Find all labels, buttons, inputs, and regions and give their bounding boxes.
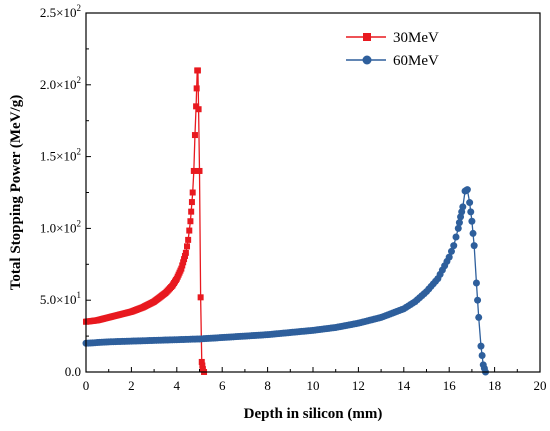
legend: 30MeV 60MeV bbox=[346, 30, 439, 69]
x-axis: 0 2 4 6 8 10 12 14 16 18 20 bbox=[83, 367, 547, 393]
data-point bbox=[182, 249, 189, 256]
x-tick-label: 16 bbox=[443, 378, 457, 393]
data-point bbox=[195, 106, 202, 113]
data-point bbox=[188, 199, 195, 206]
data-point bbox=[187, 218, 194, 225]
data-point bbox=[199, 362, 206, 369]
data-point bbox=[450, 242, 458, 250]
series-60MeV bbox=[82, 186, 490, 376]
data-point bbox=[178, 265, 185, 272]
data-point bbox=[196, 167, 203, 174]
x-tick-label: 4 bbox=[174, 378, 181, 393]
y-tick-label: 1.5×102 bbox=[40, 147, 81, 164]
data-point bbox=[455, 219, 463, 227]
x-tick-label: 6 bbox=[219, 378, 226, 393]
y-tick-label: 2.0×102 bbox=[40, 75, 81, 92]
y-tick-label: 5.0×101 bbox=[40, 290, 81, 307]
data-point bbox=[474, 296, 482, 304]
data-point bbox=[190, 167, 197, 174]
series-30MeV bbox=[83, 67, 208, 375]
data-point bbox=[447, 247, 455, 255]
y-tick-label: 0.0 bbox=[65, 364, 81, 379]
y-axis: 0.0 5.0×101 1.0×102 1.5×102 2.0×102 2.5×102 bbox=[40, 3, 91, 379]
series-line bbox=[85, 69, 205, 373]
x-tick-label: 12 bbox=[352, 378, 365, 393]
x-tick-label: 0 bbox=[83, 378, 90, 393]
data-point bbox=[180, 259, 187, 266]
axes-frame bbox=[85, 12, 541, 373]
legend-label: 60MeV bbox=[393, 53, 439, 69]
data-point bbox=[477, 342, 485, 350]
legend-item: 60MeV bbox=[346, 53, 439, 69]
data-point bbox=[454, 224, 462, 232]
data-point bbox=[186, 227, 193, 234]
data-point bbox=[472, 279, 480, 287]
data-point bbox=[181, 256, 188, 263]
x-tick-label: 14 bbox=[397, 378, 411, 393]
x-tick-label: 2 bbox=[128, 378, 135, 393]
data-point bbox=[445, 253, 453, 261]
x-tick-label: 8 bbox=[264, 378, 271, 393]
data-point bbox=[184, 243, 191, 250]
x-tick-label: 18 bbox=[488, 378, 501, 393]
data-point bbox=[452, 233, 460, 241]
data-point bbox=[459, 203, 467, 211]
y-tick-label: 1.0×102 bbox=[40, 218, 81, 235]
legend-label: 30MeV bbox=[393, 30, 439, 46]
legend-marker bbox=[363, 33, 371, 41]
data-point bbox=[466, 199, 474, 207]
data-point bbox=[181, 252, 188, 259]
data-point bbox=[469, 229, 477, 237]
data-point bbox=[197, 294, 204, 301]
data-point bbox=[463, 186, 471, 194]
data-point bbox=[188, 208, 195, 215]
plot-area bbox=[82, 67, 490, 376]
legend-item: 30MeV bbox=[346, 30, 439, 46]
data-point bbox=[189, 189, 196, 196]
x-axis-title: Depth in silicon (mm) bbox=[244, 406, 383, 422]
data-point bbox=[191, 132, 198, 139]
data-point bbox=[468, 217, 476, 225]
y-axis-title: Total Stopping Power (MeV/g) bbox=[8, 95, 24, 290]
data-point bbox=[193, 85, 200, 92]
data-point bbox=[470, 242, 478, 250]
x-tick-label: 10 bbox=[307, 378, 320, 393]
x-tick-label: 20 bbox=[534, 378, 547, 393]
data-point bbox=[185, 236, 192, 243]
series-line bbox=[85, 188, 487, 373]
data-point bbox=[179, 262, 186, 269]
data-point bbox=[475, 313, 483, 321]
data-point bbox=[194, 67, 201, 74]
data-point bbox=[478, 351, 486, 359]
data-point bbox=[467, 208, 475, 216]
data-point bbox=[198, 358, 205, 365]
legend-marker bbox=[362, 55, 372, 65]
y-tick-label: 2.5×102 bbox=[40, 3, 81, 20]
